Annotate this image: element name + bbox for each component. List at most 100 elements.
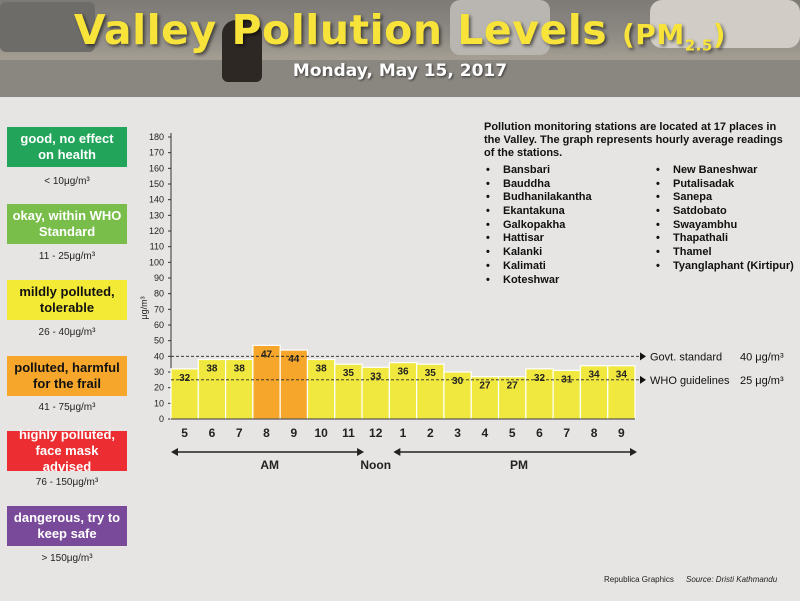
- reference-value: 25 μg/m³: [740, 375, 784, 387]
- y-tick-label: 20: [154, 383, 164, 393]
- period-label-am: AM: [260, 458, 279, 472]
- station-item-6: Kalanki: [484, 246, 592, 260]
- station-item-r-0: New Baneshwar: [654, 164, 794, 178]
- station-item-0: Bansbari: [484, 164, 592, 178]
- bar-value-label: 38: [206, 363, 218, 374]
- y-tick-label: 0: [159, 414, 164, 424]
- reference-value: 40 μg/m³: [740, 351, 784, 363]
- station-item-4: Galkopakha: [484, 219, 592, 233]
- legend-okay-range: 11 - 25μg/m³: [38, 251, 96, 262]
- legend-dangerous-range: > 150μg/m³: [41, 553, 93, 564]
- y-tick-label: 70: [154, 304, 164, 314]
- x-tick-label: 7: [236, 426, 243, 440]
- reference-label: WHO guidelines: [650, 375, 730, 387]
- bar: [361, 366, 390, 420]
- title-pm-open: (PM: [622, 18, 685, 51]
- station-item-5: Hattisar: [484, 232, 592, 246]
- bar-value-label: 34: [616, 370, 628, 381]
- source-text: Source: Dristi Kathmandu: [686, 575, 778, 584]
- bar-value-label: 31: [561, 374, 573, 385]
- x-tick-label: 12: [369, 426, 383, 440]
- station-item-r-3: Satdobato: [654, 205, 794, 219]
- vehicle-left: [0, 2, 95, 52]
- title-pm-close: ): [712, 18, 727, 51]
- page-title: Valley Pollution Levels (PM2.5): [0, 6, 800, 55]
- bar-value-label: 36: [397, 367, 409, 378]
- bar-value-label: 35: [425, 368, 437, 379]
- x-tick-label: 2: [427, 426, 434, 440]
- x-tick-label: 6: [209, 426, 216, 440]
- pm-period-arrow-head-right: [630, 448, 637, 456]
- stations-list-right: New BaneshwarPutalisadakSanepaSatdobatoS…: [654, 164, 794, 274]
- bar-value-label: 38: [316, 363, 328, 374]
- y-tick-label: 60: [154, 320, 164, 330]
- legend-high: highly polluted, face mask advised: [7, 427, 127, 474]
- y-tick-label: 150: [149, 179, 164, 189]
- bar: [279, 349, 309, 420]
- stations-list-left: BansbariBauddhaBudhanilakanthaEkantakuna…: [484, 164, 592, 287]
- reference-arrow: [640, 352, 646, 361]
- title-text: Valley Pollution Levels: [73, 6, 608, 54]
- y-tick-label: 140: [149, 195, 164, 205]
- am-period-arrow-head-left: [171, 448, 178, 456]
- station-item-r-2: Sanepa: [654, 191, 794, 205]
- x-tick-label: 4: [482, 426, 489, 440]
- station-item-3: Ekantakuna: [484, 205, 592, 219]
- info-block: Pollution monitoring stations are locate…: [484, 121, 794, 287]
- station-item-8: Koteshwar: [484, 274, 592, 288]
- x-tick-label: 5: [509, 426, 516, 440]
- x-tick-label: 5: [181, 426, 188, 440]
- credit-text: Republica Graphics: [604, 575, 674, 584]
- info-text: Pollution monitoring stations are locate…: [484, 121, 783, 159]
- x-tick-label: 11: [342, 426, 355, 440]
- reference-arrow: [640, 375, 646, 384]
- legend-good-range: < 10μg/m³: [44, 176, 90, 187]
- taxi-right: [650, 0, 800, 48]
- bar-value-label: 34: [588, 370, 600, 381]
- bar-value-label: 27: [507, 381, 519, 392]
- y-tick-label: 50: [154, 336, 164, 346]
- road-surface: [0, 60, 800, 97]
- x-tick-label: 9: [290, 426, 297, 440]
- y-tick-label: 160: [149, 163, 164, 173]
- pm-period-arrow-head-left: [393, 448, 401, 456]
- y-tick-label: 10: [154, 398, 164, 408]
- legend-polluted-range: 41 - 75μg/m³: [38, 402, 96, 413]
- station-item-r-6: Thamel: [654, 246, 794, 260]
- y-tick-label: 40: [154, 351, 164, 361]
- period-label-noon: Noon: [360, 458, 391, 472]
- bar: [552, 369, 582, 420]
- legend-dangerous: dangerous, try to keep safe: [7, 506, 127, 546]
- y-tick-label: 110: [150, 242, 164, 252]
- station-item-r-4: Swayambhu: [654, 219, 794, 233]
- y-tick-label: 80: [154, 289, 164, 299]
- reference-label: Govt. standard: [650, 351, 722, 363]
- y-tick-label: 120: [149, 226, 164, 236]
- bar: [197, 358, 227, 420]
- bar-value-label: 32: [179, 373, 191, 384]
- x-tick-label: 8: [263, 426, 270, 440]
- station-item-2: Budhanilakantha: [484, 191, 592, 205]
- legend-mild: mildly polluted, tolerable: [7, 280, 127, 320]
- bar-value-label: 44: [288, 354, 300, 365]
- am-period-arrow-head-right: [357, 448, 365, 456]
- y-tick-label: 90: [154, 273, 164, 283]
- y-axis-label: μg/m³: [139, 296, 149, 319]
- x-tick-label: 3: [454, 426, 461, 440]
- station-item-r-1: Putalisadak: [654, 178, 794, 192]
- legend-high-range: 76 - 150μg/m³: [35, 477, 99, 488]
- title-pm: (PM2.5): [622, 18, 727, 55]
- station-item-r-7: Tyanglaphant (Kirtipur): [654, 260, 794, 274]
- y-tick-label: 170: [149, 148, 164, 158]
- page-date: Monday, May 15, 2017: [292, 61, 508, 81]
- y-tick-label: 180: [149, 132, 164, 142]
- bar: [252, 344, 281, 420]
- bar-value-label: 47: [261, 349, 273, 360]
- x-tick-label: 7: [563, 426, 570, 440]
- x-tick-label: 1: [400, 426, 407, 440]
- motorcycle: [222, 20, 262, 82]
- title-pm-sub: 2.5: [684, 36, 713, 55]
- bar-value-label: 33: [370, 371, 382, 382]
- x-tick-label: 9: [618, 426, 625, 440]
